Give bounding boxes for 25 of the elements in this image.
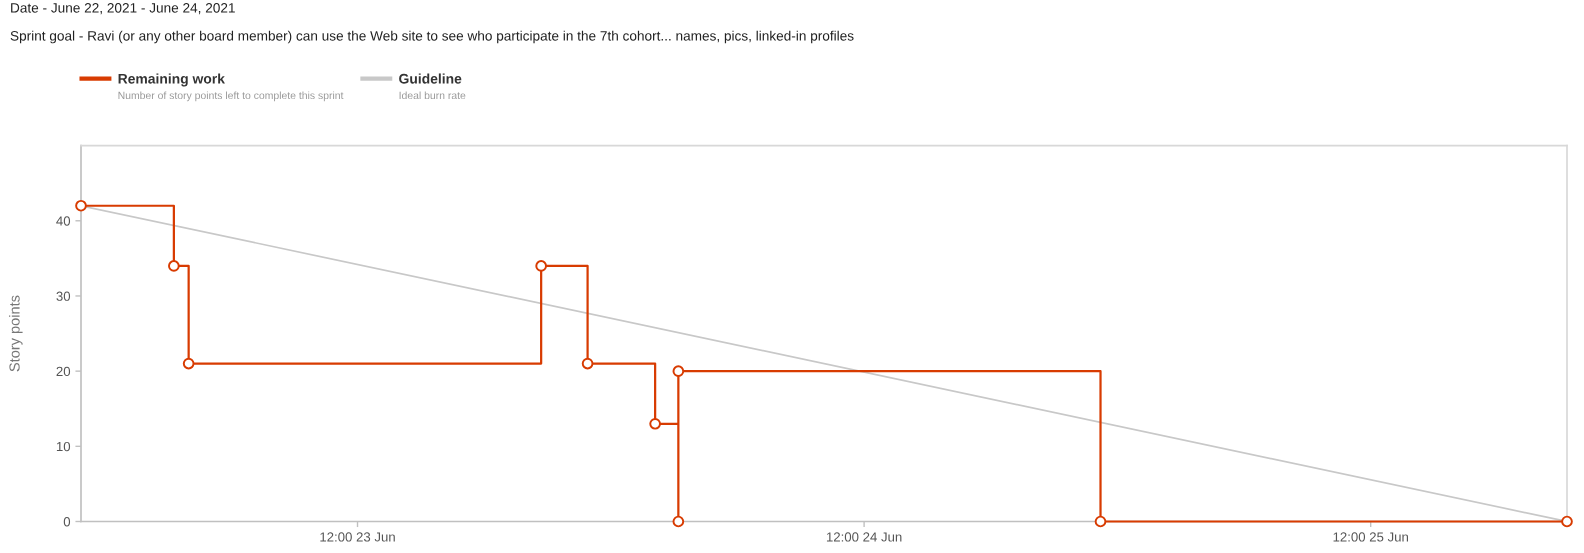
y-tick-label: 30 (56, 291, 71, 301)
legend-label: Guideline (399, 73, 462, 84)
point (535, 260, 547, 272)
point (182, 357, 195, 370)
point (649, 417, 661, 430)
point (168, 260, 180, 272)
y-axis-title: Story points (8, 295, 23, 372)
point (1094, 515, 1107, 528)
chart-subtitle: Sprint goal - Ravi (or any other board member) can use the Web site to see who participate in the 7th cohort... names, pics, linked-in profiles (10, 30, 854, 44)
point (1561, 515, 1573, 528)
point (581, 357, 594, 370)
y-tick-label: 0 (63, 517, 71, 527)
y-tick-label: 20 (56, 366, 71, 377)
point (75, 199, 87, 212)
y-tick-label: 10 (56, 441, 71, 452)
text: Number of story points left to complete this sprint (118, 91, 344, 102)
y-tick-label: 40 (56, 216, 71, 226)
text: Ideal burn rate (399, 91, 466, 100)
point (672, 365, 685, 377)
legend-label: Remaining work (118, 73, 225, 87)
chart-title: Date - June 22, 2021 - June 24, 2021 (11, 3, 235, 15)
x-tick-label: 12:00 23 Jun (320, 532, 395, 542)
point (672, 515, 685, 528)
x-tick-label: 12:00 25 Jun (1333, 532, 1408, 542)
x-tick-label: 12:00 24 Jun (826, 532, 902, 542)
